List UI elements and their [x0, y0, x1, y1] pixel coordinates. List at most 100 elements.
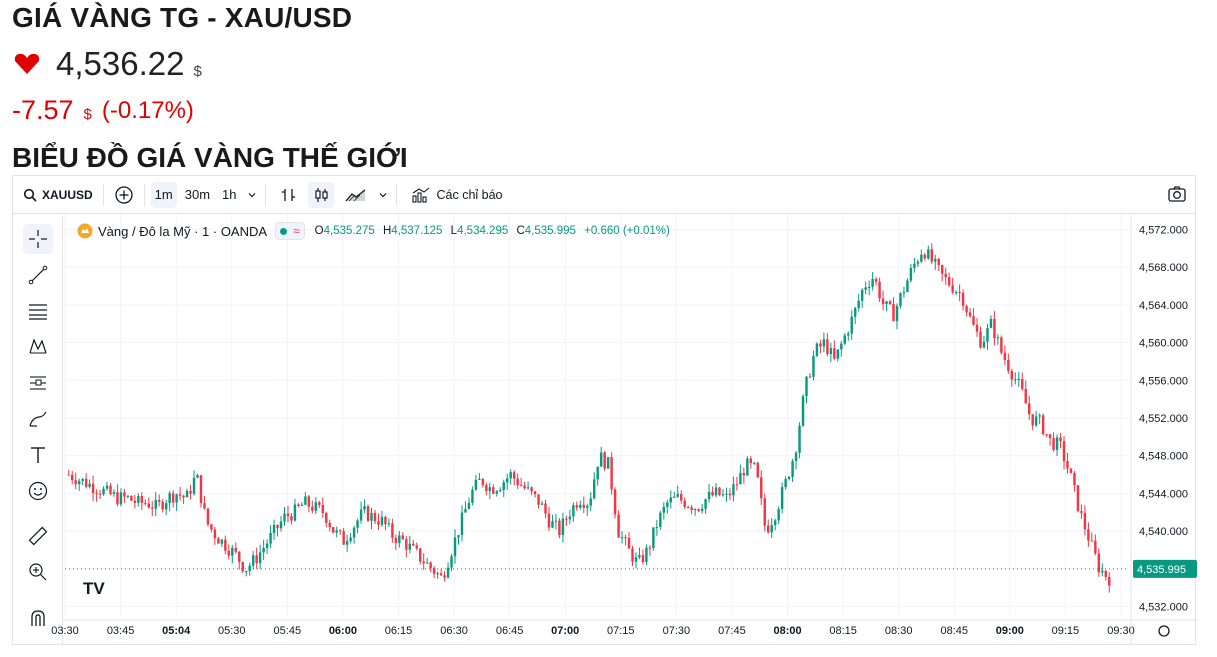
candle-body — [189, 490, 192, 494]
area-style-button[interactable] — [340, 182, 372, 208]
candle-body — [401, 535, 405, 540]
forecast-tool[interactable] — [23, 368, 53, 398]
y-tick-label: 4,560.000 — [1139, 338, 1188, 350]
candle-body — [540, 503, 544, 505]
candle-body — [773, 520, 777, 526]
candle-body — [366, 506, 370, 521]
candle-body — [398, 535, 401, 544]
candle-body — [178, 494, 182, 496]
change-row: -7.57 $ (-0.17%) — [12, 95, 194, 126]
symbol-search[interactable]: XAUUSD — [13, 176, 99, 214]
chart-section-title: BIỂU ĐỒ GIÁ VÀNG THẾ GIỚI — [12, 142, 408, 173]
candle-body — [370, 512, 373, 521]
candle-body — [116, 492, 119, 505]
market-status-pill[interactable]: ≈ — [275, 222, 305, 240]
candle-body — [432, 568, 436, 574]
candle-body — [700, 508, 704, 511]
candle-body — [794, 452, 798, 462]
indicators-button[interactable]: Các chỉ báo — [405, 176, 509, 214]
candle-body — [652, 527, 655, 549]
candle-body — [429, 562, 432, 569]
price-chart[interactable]: 4,572.000 4,568.000 4,564.000 4,560.000 4,55… — [13, 176, 1197, 646]
candle-body — [147, 503, 150, 508]
candle-body — [864, 287, 867, 290]
candle-body — [283, 513, 286, 522]
candle-body — [885, 301, 888, 305]
candles-style-button[interactable] — [307, 181, 334, 208]
candle-body — [203, 503, 206, 509]
last-price-tag — [1133, 559, 1197, 578]
candle-body — [645, 547, 648, 563]
candle-body — [979, 331, 982, 348]
candle-body — [1045, 434, 1048, 436]
drawing-tools-sidebar — [13, 215, 63, 645]
candle-body — [989, 319, 993, 328]
candle-body — [158, 499, 161, 502]
candle-body — [419, 548, 422, 562]
interval-1m[interactable]: 1m — [150, 181, 177, 208]
candle-body — [617, 514, 620, 538]
candle-body — [314, 502, 318, 511]
interval-dropdown[interactable] — [243, 182, 261, 208]
candle-body — [526, 487, 530, 489]
candle-body — [575, 505, 579, 508]
candle-body — [986, 327, 989, 342]
measure-tool[interactable] — [23, 521, 53, 551]
candle-body — [98, 493, 102, 495]
ohlc-values: O4,535.275 H4,537.125 L4,534.295 C4,535.… — [314, 225, 670, 237]
candle-body — [606, 457, 610, 469]
zoom-tool[interactable] — [23, 557, 53, 587]
brush-tool[interactable] — [23, 404, 53, 434]
candle-body — [300, 504, 304, 506]
last-price-label: 4,535.995 — [1137, 564, 1186, 576]
interval-30m[interactable]: 30m — [184, 187, 211, 202]
candle-body — [338, 530, 342, 532]
candle-body — [519, 485, 523, 487]
candle-body — [356, 520, 359, 528]
candle-body — [453, 537, 457, 557]
candle-body — [808, 376, 812, 378]
candle-body — [248, 565, 251, 572]
candle-body — [972, 316, 975, 325]
emoji-tool[interactable] — [23, 476, 53, 506]
candle-body — [471, 489, 474, 503]
candle-body — [342, 531, 345, 545]
magnet-tool[interactable] — [23, 603, 53, 633]
candle-body — [815, 343, 819, 356]
compare-button[interactable] — [108, 176, 140, 214]
trend-line-tool[interactable] — [23, 260, 53, 290]
candle-body — [993, 319, 996, 339]
candle-body — [506, 478, 509, 483]
candle-body — [881, 298, 885, 305]
candle-body — [164, 503, 168, 510]
chart-type-dropdown[interactable] — [374, 182, 392, 208]
candle-body — [558, 520, 561, 536]
candle-body — [1003, 352, 1007, 360]
candle-body — [1108, 576, 1111, 586]
candle-body — [293, 504, 297, 521]
candle-body — [130, 495, 133, 501]
divider — [102, 183, 104, 206]
crosshair-tool[interactable] — [23, 224, 53, 254]
tv-logo-icon[interactable]: TV — [83, 579, 105, 598]
candle-body — [1052, 438, 1055, 450]
camera-icon — [1168, 186, 1186, 202]
pattern-tool[interactable] — [23, 332, 53, 362]
candle-body — [683, 500, 686, 507]
candle-body — [161, 501, 164, 510]
candle-body — [878, 281, 881, 299]
bars-style-button[interactable] — [276, 182, 302, 208]
fib-tool[interactable] — [23, 296, 53, 326]
market-open-dot — [280, 227, 288, 235]
candle-body — [718, 487, 721, 496]
divider — [143, 183, 145, 206]
candle-body — [780, 487, 784, 509]
settings-gear-icon[interactable] — [1158, 625, 1170, 637]
snapshot-button[interactable] — [1167, 184, 1187, 207]
candle-body — [206, 508, 210, 525]
interval-1h[interactable]: 1h — [222, 187, 237, 202]
candle-body — [485, 484, 488, 492]
trend-line-icon — [28, 265, 48, 285]
text-tool[interactable] — [23, 440, 53, 470]
candle-body — [415, 545, 418, 549]
